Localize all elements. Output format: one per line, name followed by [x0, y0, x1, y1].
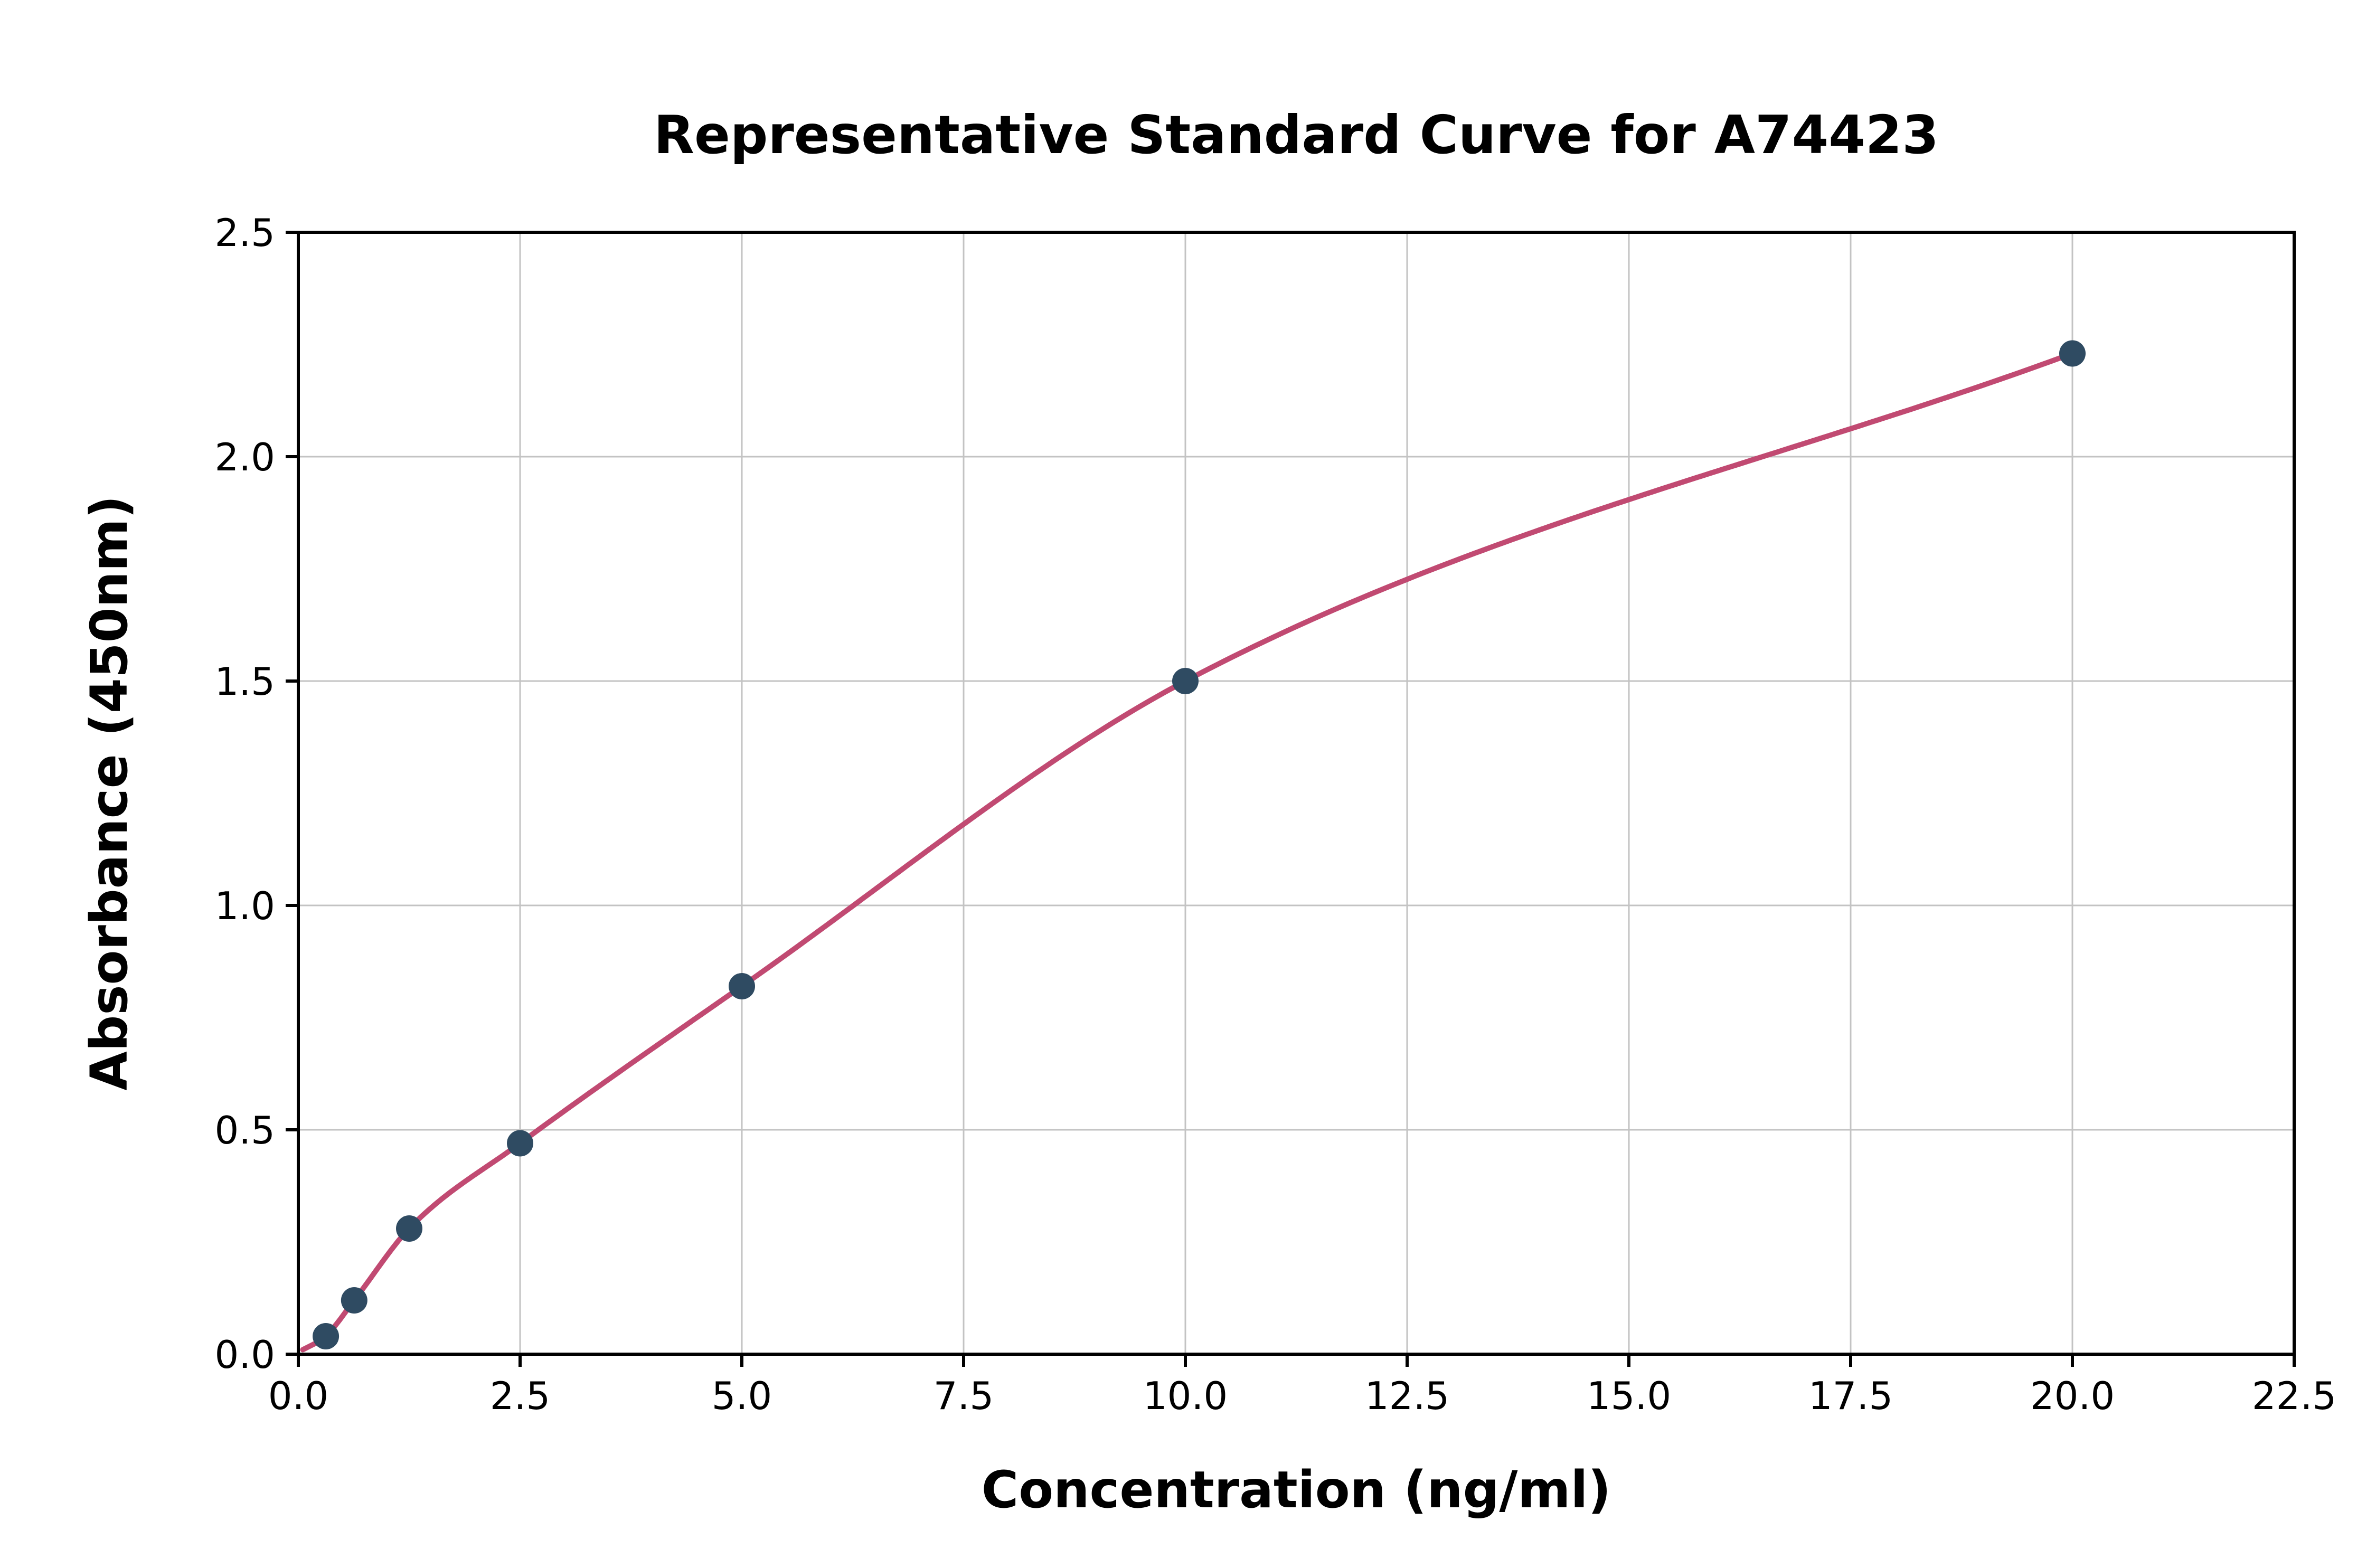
x-tick-label: 2.5 [490, 1374, 551, 1418]
axes: 0.0 2.5 5.0 7.5 10.0 12.5 15.0 17.5 20.0 22.5 0.0 0… [214, 211, 2336, 1418]
x-tick-label: 17.5 [1808, 1374, 1893, 1418]
x-tick-label: 15.0 [1587, 1374, 1671, 1418]
x-axis-label: Concentration (ng/ml) [982, 1460, 1611, 1519]
data-point [2059, 340, 2086, 367]
fit-curve [300, 351, 2075, 1353]
chart-title: Representative Standard Curve for A74423 [654, 104, 1939, 166]
data-point [729, 973, 755, 999]
data-point [1172, 668, 1199, 694]
x-tick-label: 20.0 [2030, 1374, 2115, 1418]
x-tick-label: 10.0 [1143, 1374, 1228, 1418]
y-tick-label: 1.5 [214, 659, 275, 704]
data-point [313, 1323, 340, 1349]
x-tick-label: 0.0 [268, 1374, 329, 1418]
data-point [507, 1130, 533, 1157]
x-tick-label: 7.5 [934, 1374, 994, 1418]
x-tick-label: 22.5 [2252, 1374, 2336, 1418]
y-tick-label: 2.5 [214, 211, 275, 255]
plot-border [297, 231, 2296, 1356]
grid-lines [297, 231, 2295, 1355]
data-point [396, 1215, 422, 1242]
x-tick-label: 12.5 [1365, 1374, 1449, 1418]
y-tick-label: 0.5 [214, 1108, 275, 1153]
data-point [341, 1287, 367, 1314]
x-tick-label: 5.0 [712, 1374, 772, 1418]
y-tick-label: 1.0 [214, 884, 275, 928]
y-axis-label: Absorbance (450nm) [80, 495, 139, 1090]
plot-data [300, 340, 2086, 1353]
y-tick-label: 2.0 [214, 435, 275, 479]
y-tick-label: 0.0 [214, 1333, 275, 1377]
